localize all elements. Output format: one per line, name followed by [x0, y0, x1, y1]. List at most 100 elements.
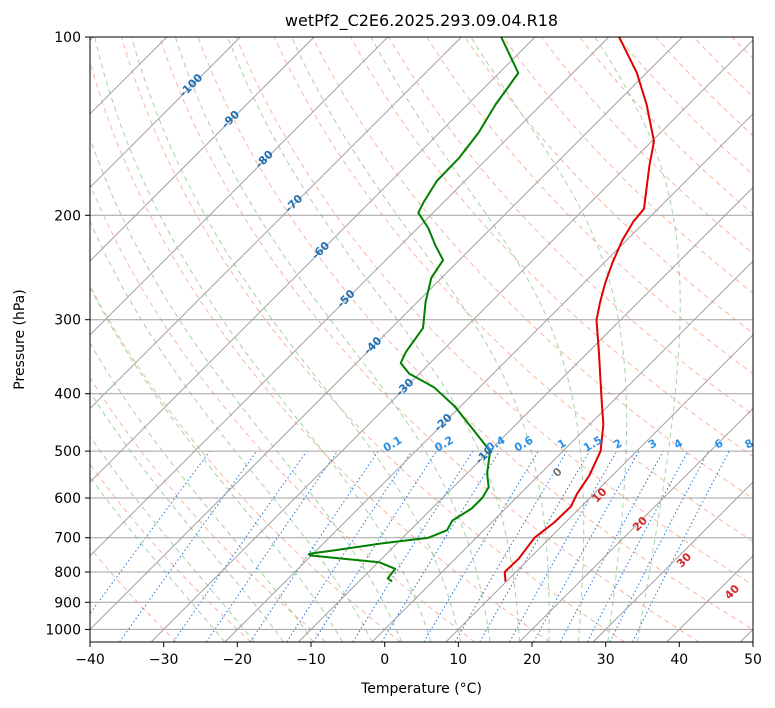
y-tick-label: 900 [54, 595, 81, 611]
isotherm-label: -20 [432, 411, 455, 434]
moist-adiabat [90, 435, 255, 642]
mixing-ratio-line [423, 450, 539, 642]
dry-adiabat [464, 37, 753, 334]
mixing-ratio-label: 8 [742, 437, 755, 452]
x-tick-label: 30 [597, 652, 615, 668]
moist-adiabat [131, 37, 461, 642]
mixing-ratio-line [454, 450, 568, 642]
dry-adiabat [90, 546, 177, 642]
x-axis: −40 −30 −20 −10 0 10 20 30 40 50 [75, 642, 762, 668]
x-tick-label: −20 [223, 652, 253, 668]
sounding-series [308, 37, 655, 583]
mixing-ratio-label: 1 [555, 437, 568, 452]
isotherm-line [519, 407, 753, 642]
isotherm-line [150, 39, 753, 642]
moist-adiabat [227, 37, 520, 642]
dry-adiabat [90, 284, 401, 642]
y-tick-label: 500 [54, 444, 81, 460]
dry-adiabat [655, 37, 753, 137]
dry-adiabat [757, 24, 775, 642]
y-tick-label: 300 [54, 313, 81, 329]
y-tick-label: 400 [54, 387, 81, 403]
mixing-ratio-line [90, 450, 211, 615]
isotherm-line [445, 334, 753, 642]
mixing-ratio-line [533, 450, 640, 642]
y-axis: 1000 900 800 700 600 500 400 300 200 100 [45, 30, 90, 638]
x-tick-label: 0 [380, 652, 389, 668]
x-tick-label: −10 [296, 652, 326, 668]
isotherm-line [740, 628, 753, 642]
isotherm-label: -40 [361, 334, 384, 357]
temperature-line [503, 37, 655, 582]
mixing-ratio-line [352, 450, 474, 642]
plot-frame [89, 36, 754, 643]
dry-adiabat [311, 37, 753, 500]
dry-adiabat [90, 376, 327, 642]
mixing-ratio-label: 3 [646, 437, 659, 452]
dry-adiabat [731, 37, 753, 59]
dry-adiabat [90, 463, 252, 642]
line-annotations: -100-90-80-70-60-50-40-30-20-100.1 0.2 0.4… [177, 71, 775, 602]
mixing-ratio-line [172, 450, 308, 642]
mixing-ratio-line [381, 450, 500, 642]
isotherm-label: -60 [309, 239, 332, 262]
y-tick-label: 600 [54, 491, 81, 507]
y-tick-label: 200 [54, 208, 81, 224]
dry-adiabat [121, 37, 625, 642]
isotherm-label: -80 [253, 148, 276, 171]
moist-adiabat [594, 37, 681, 642]
isotherm-label: -90 [219, 108, 242, 131]
isotherm-label: -30 [393, 376, 416, 399]
x-tick-label: −30 [149, 652, 179, 668]
moist-adiabat [90, 286, 344, 642]
isotherm-line [90, 37, 610, 557]
isotherm-line [224, 113, 753, 642]
moist-adiabat-label: 20 [630, 514, 650, 534]
moist-adiabat-label: 40 [722, 582, 742, 602]
x-tick-label: 40 [670, 652, 688, 668]
mixing-ratio-line [586, 450, 689, 642]
isotherm-line [592, 481, 753, 642]
dry-adiabat [197, 37, 753, 630]
moist-adiabat [370, 37, 585, 642]
isotherm-line [90, 37, 536, 483]
mixing-ratio-line [119, 450, 258, 642]
mixing-ratio-label: 2 [611, 437, 624, 452]
isotherm-label: -100 [177, 71, 206, 100]
background-lines [90, 24, 775, 642]
dry-adiabat [578, 37, 753, 215]
mixing-ratio-line [286, 450, 413, 642]
mixing-ratio-line [205, 450, 338, 642]
x-tick-label: 10 [449, 652, 467, 668]
moist-adiabat [90, 391, 285, 642]
isotherm-label: -50 [334, 287, 357, 310]
mixing-ratio-line [313, 450, 438, 642]
isotherm-line [371, 260, 753, 642]
mixing-ratio-label: 10 [764, 434, 775, 453]
dry-adiabat [426, 37, 753, 375]
y-tick-label: 1000 [45, 622, 81, 638]
moist-adiabat [90, 220, 373, 642]
mixing-ratio-label: 6 [712, 436, 725, 451]
x-tick-label: 20 [523, 652, 541, 668]
dry-adiabat [273, 37, 753, 543]
mixing-ratio-line [509, 450, 618, 642]
isotherm-line [90, 37, 683, 631]
mixing-ratio-line [559, 450, 664, 642]
x-axis-title: Temperature (°C) [360, 681, 482, 697]
isotherm-label: -70 [282, 192, 305, 215]
y-tick-label: 800 [54, 565, 81, 581]
dry-adiabat [90, 183, 476, 642]
moist-adiabat-label: 30 [674, 550, 694, 570]
isotherm-line [90, 37, 389, 336]
moist-adiabat [90, 476, 226, 642]
x-tick-label: 50 [744, 652, 762, 668]
y-tick-label: 700 [54, 531, 81, 547]
mixing-ratio-line [249, 450, 379, 642]
mixing-ratio-line [632, 450, 730, 642]
dewpoint-line [308, 37, 520, 583]
y-axis-title: Pressure (hPa) [12, 289, 28, 389]
dry-adiabat [350, 37, 753, 458]
isotherm-line [90, 37, 241, 189]
